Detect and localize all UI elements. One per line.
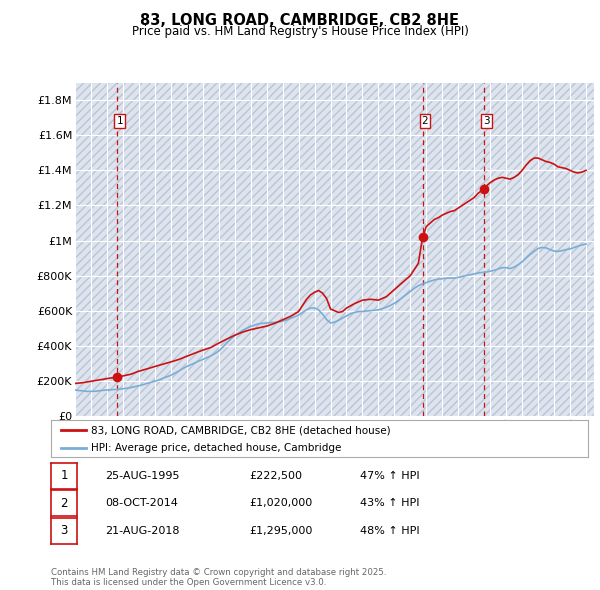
Text: 25-AUG-1995: 25-AUG-1995 (105, 471, 179, 480)
Text: 1: 1 (60, 469, 68, 482)
Text: 47% ↑ HPI: 47% ↑ HPI (360, 471, 419, 480)
Text: 2: 2 (60, 497, 68, 510)
Text: £1,295,000: £1,295,000 (249, 526, 313, 536)
Text: 21-AUG-2018: 21-AUG-2018 (105, 526, 179, 536)
Text: 43% ↑ HPI: 43% ↑ HPI (360, 499, 419, 508)
Text: 83, LONG ROAD, CAMBRIDGE, CB2 8HE (detached house): 83, LONG ROAD, CAMBRIDGE, CB2 8HE (detac… (91, 425, 391, 435)
Text: 3: 3 (484, 116, 490, 126)
Text: £222,500: £222,500 (249, 471, 302, 480)
Text: 3: 3 (60, 525, 68, 537)
Text: 08-OCT-2014: 08-OCT-2014 (105, 499, 178, 508)
Text: 83, LONG ROAD, CAMBRIDGE, CB2 8HE: 83, LONG ROAD, CAMBRIDGE, CB2 8HE (140, 13, 460, 28)
Text: HPI: Average price, detached house, Cambridge: HPI: Average price, detached house, Camb… (91, 443, 341, 453)
Text: Contains HM Land Registry data © Crown copyright and database right 2025.
This d: Contains HM Land Registry data © Crown c… (51, 568, 386, 587)
Text: 48% ↑ HPI: 48% ↑ HPI (360, 526, 419, 536)
Text: 2: 2 (422, 116, 428, 126)
Text: 1: 1 (116, 116, 123, 126)
Text: Price paid vs. HM Land Registry's House Price Index (HPI): Price paid vs. HM Land Registry's House … (131, 25, 469, 38)
Text: £1,020,000: £1,020,000 (249, 499, 312, 508)
